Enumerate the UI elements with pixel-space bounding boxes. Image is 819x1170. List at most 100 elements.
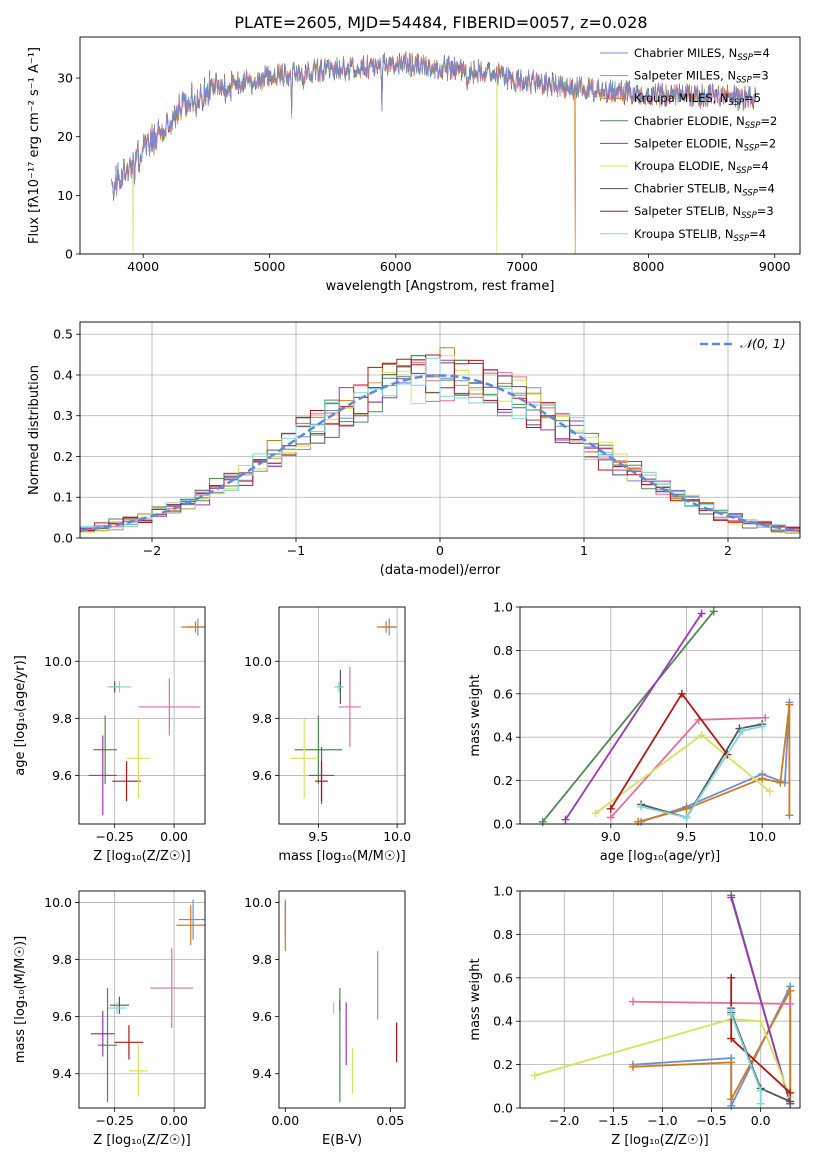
weight-marker-kroupa-miles <box>727 1095 736 1104</box>
weight-marker-chabrier-stelib <box>786 1097 795 1106</box>
x-tick-label: 0.05 <box>376 1113 404 1128</box>
weight-marker-kroupa-stelib <box>738 726 747 735</box>
weight-marker-chabrier-elodie <box>538 817 547 826</box>
y-tick-label: 0.2 <box>493 1057 513 1072</box>
weight-vs-metallicity-panel: −2.0 −1.5 −1.0 −0.5 0.0 0.0 0.2 0.4 0.6 0.8 1.0 Z [… <box>468 884 801 1148</box>
x-tick-label: −1.5 <box>598 1113 628 1128</box>
weight-marker-kroupa-stelib <box>682 813 691 822</box>
x-tick-label: 9000 <box>759 259 791 274</box>
x-tick-label: 9.0 <box>601 829 621 844</box>
weight-marker-kroupa-miles <box>682 804 691 813</box>
axes-frame <box>79 36 801 255</box>
weight-marker-kroupa-miles <box>758 774 767 783</box>
y-tick-label: 9.8 <box>52 711 72 726</box>
weight-marker-kroupa-elodie <box>530 1071 539 1080</box>
x-tick-label: 1 <box>580 543 588 558</box>
y-tick-label: 0.0 <box>53 531 73 546</box>
weight-line-kroupa-elodie <box>534 1018 792 1098</box>
x-tick-label: 9.5 <box>308 829 328 844</box>
y-tick-label: 9.4 <box>252 1066 272 1081</box>
x-tick-label: −2.0 <box>549 1113 579 1128</box>
y-tick-label: 0.6 <box>493 686 513 701</box>
weight-line-chabrier-elodie <box>542 610 715 823</box>
y-tick-label: 1.0 <box>493 884 513 899</box>
legend-label-salpeter-elodie: Salpeter ELODIE, NSSP=2 <box>634 136 776 153</box>
y-tick-label: 9.4 <box>52 1066 72 1081</box>
weight-vs-age-panel: 9.0 9.5 10.0 0.0 0.2 0.4 0.6 0.8 1.0 age [log₁₀(a… <box>468 600 801 864</box>
legend-label-kroupa-elodie: Kroupa ELODIE, NSSP=4 <box>634 159 769 176</box>
x-tick-label: 0.0 <box>751 1113 771 1128</box>
y-tick-label: 0.5 <box>53 327 73 342</box>
axes-frame <box>278 606 406 825</box>
age-vs-mass-panel: 9.5 10.0 9.6 9.8 10.0 mass [log₁₀(M/M☉)] <box>244 606 411 864</box>
y-axis-label: mass weight <box>468 674 483 756</box>
weight-marker-salpeter-elodie <box>727 893 736 902</box>
x-tick-label: 0.00 <box>271 1113 299 1128</box>
x-tick-label: 0.00 <box>160 1113 188 1128</box>
x-tick-label: −0.25 <box>96 1113 134 1128</box>
y-tick-label: 0.3 <box>53 408 73 423</box>
weight-marker-salpeter-stelib <box>786 1088 795 1097</box>
weight-marker-salpeter-miles <box>606 813 615 822</box>
axes-frame <box>519 890 801 1109</box>
y-tick-label: 0.1 <box>53 490 73 505</box>
weight-marker-kroupa-elodie <box>697 731 706 740</box>
y-axis-label: mass [log₁₀(M/M☉)] <box>13 936 28 1063</box>
x-tick-label: 10.0 <box>383 829 411 844</box>
x-axis-label: E(B-V) <box>322 1133 362 1148</box>
weight-marker-salpeter-miles <box>761 713 770 722</box>
y-tick-label: 0.6 <box>493 970 513 985</box>
y-axis-label: age [log₁₀(age/yr)] <box>13 655 28 776</box>
figure-title: PLATE=2605, MJD=54484, FIBERID=0057, z=0… <box>234 13 647 32</box>
y-tick-label: 9.6 <box>52 768 72 783</box>
x-tick-label: 8000 <box>633 259 665 274</box>
y-tick-label: 1.0 <box>493 600 513 615</box>
y-tick-label: 10.0 <box>244 654 272 669</box>
mass-vs-extinction-panel: 0.00 0.05 9.4 9.6 9.8 10.0 E(B-V) <box>244 890 406 1148</box>
weight-marker-salpeter-miles <box>628 997 637 1006</box>
weight-marker-kroupa-miles <box>727 1058 736 1067</box>
axes-frame <box>78 606 206 825</box>
legend-label-salpeter-miles: Salpeter MILES, NSSP=3 <box>634 69 769 86</box>
x-tick-label: 9.5 <box>677 829 697 844</box>
normal-distribution-curve <box>80 374 800 533</box>
weight-marker-chabrier-elodie <box>709 607 718 616</box>
axes-frame <box>79 321 801 539</box>
weight-marker-kroupa-stelib <box>756 1086 765 1095</box>
mass-vs-metallicity-panel: −0.25 0.00 9.4 9.6 9.8 10.0 Z [log₁₀(Z/Z☉)] mas… <box>13 890 206 1148</box>
x-tick-label: −0.25 <box>96 829 134 844</box>
weight-marker-kroupa-stelib <box>727 1010 736 1019</box>
x-tick-label: 6000 <box>380 259 412 274</box>
weight-marker-kroupa-stelib <box>756 1099 765 1108</box>
y-tick-label: 0.4 <box>53 367 73 382</box>
y-tick-label: 0.4 <box>493 1014 513 1029</box>
x-axis-label: Z [log₁₀(Z/Z☉)] <box>93 849 190 864</box>
y-tick-label: 10.0 <box>44 654 72 669</box>
axes-frame <box>78 890 206 1109</box>
x-axis-label: Z [log₁₀(Z/Z☉)] <box>611 1133 708 1148</box>
weight-marker-kroupa-elodie <box>765 787 774 796</box>
weight-line-kroupa-stelib <box>640 725 763 819</box>
y-tick-label: 0.2 <box>493 773 513 788</box>
legend-label-kroupa-stelib: Kroupa STELIB, NSSP=4 <box>634 227 766 244</box>
x-tick-label: 0 <box>436 543 444 558</box>
y-tick-label: 0.0 <box>493 817 513 832</box>
weight-line-salpeter-elodie <box>564 613 703 821</box>
y-tick-label: 0.8 <box>493 643 513 658</box>
y-axis-label: Flux [fλ10⁻¹⁷ erg cm⁻² s⁻¹ A⁻¹] <box>27 47 42 244</box>
weight-marker-kroupa-elodie <box>756 1017 765 1026</box>
y-tick-label: 9.6 <box>252 768 272 783</box>
y-tick-label: 10.0 <box>244 895 272 910</box>
weight-marker-salpeter-elodie <box>561 815 570 824</box>
weight-marker-kroupa-miles <box>628 1062 637 1071</box>
y-axis-label: mass weight <box>468 958 483 1040</box>
legend-label-kroupa-miles: Kroupa MILES, NSSP=5 <box>634 91 761 108</box>
weight-marker-kroupa-miles <box>785 811 794 820</box>
axes-frame <box>519 606 801 825</box>
spectrum-line-chabrier-miles <box>111 53 757 199</box>
weight-marker-salpeter-stelib <box>606 804 615 813</box>
x-tick-label: −1.0 <box>647 1113 677 1128</box>
x-axis-label: age [log₁₀(age/yr)] <box>600 849 721 864</box>
x-axis-label: Z [log₁₀(Z/Z☉)] <box>93 1133 190 1148</box>
y-tick-label: 9.6 <box>252 1009 272 1024</box>
